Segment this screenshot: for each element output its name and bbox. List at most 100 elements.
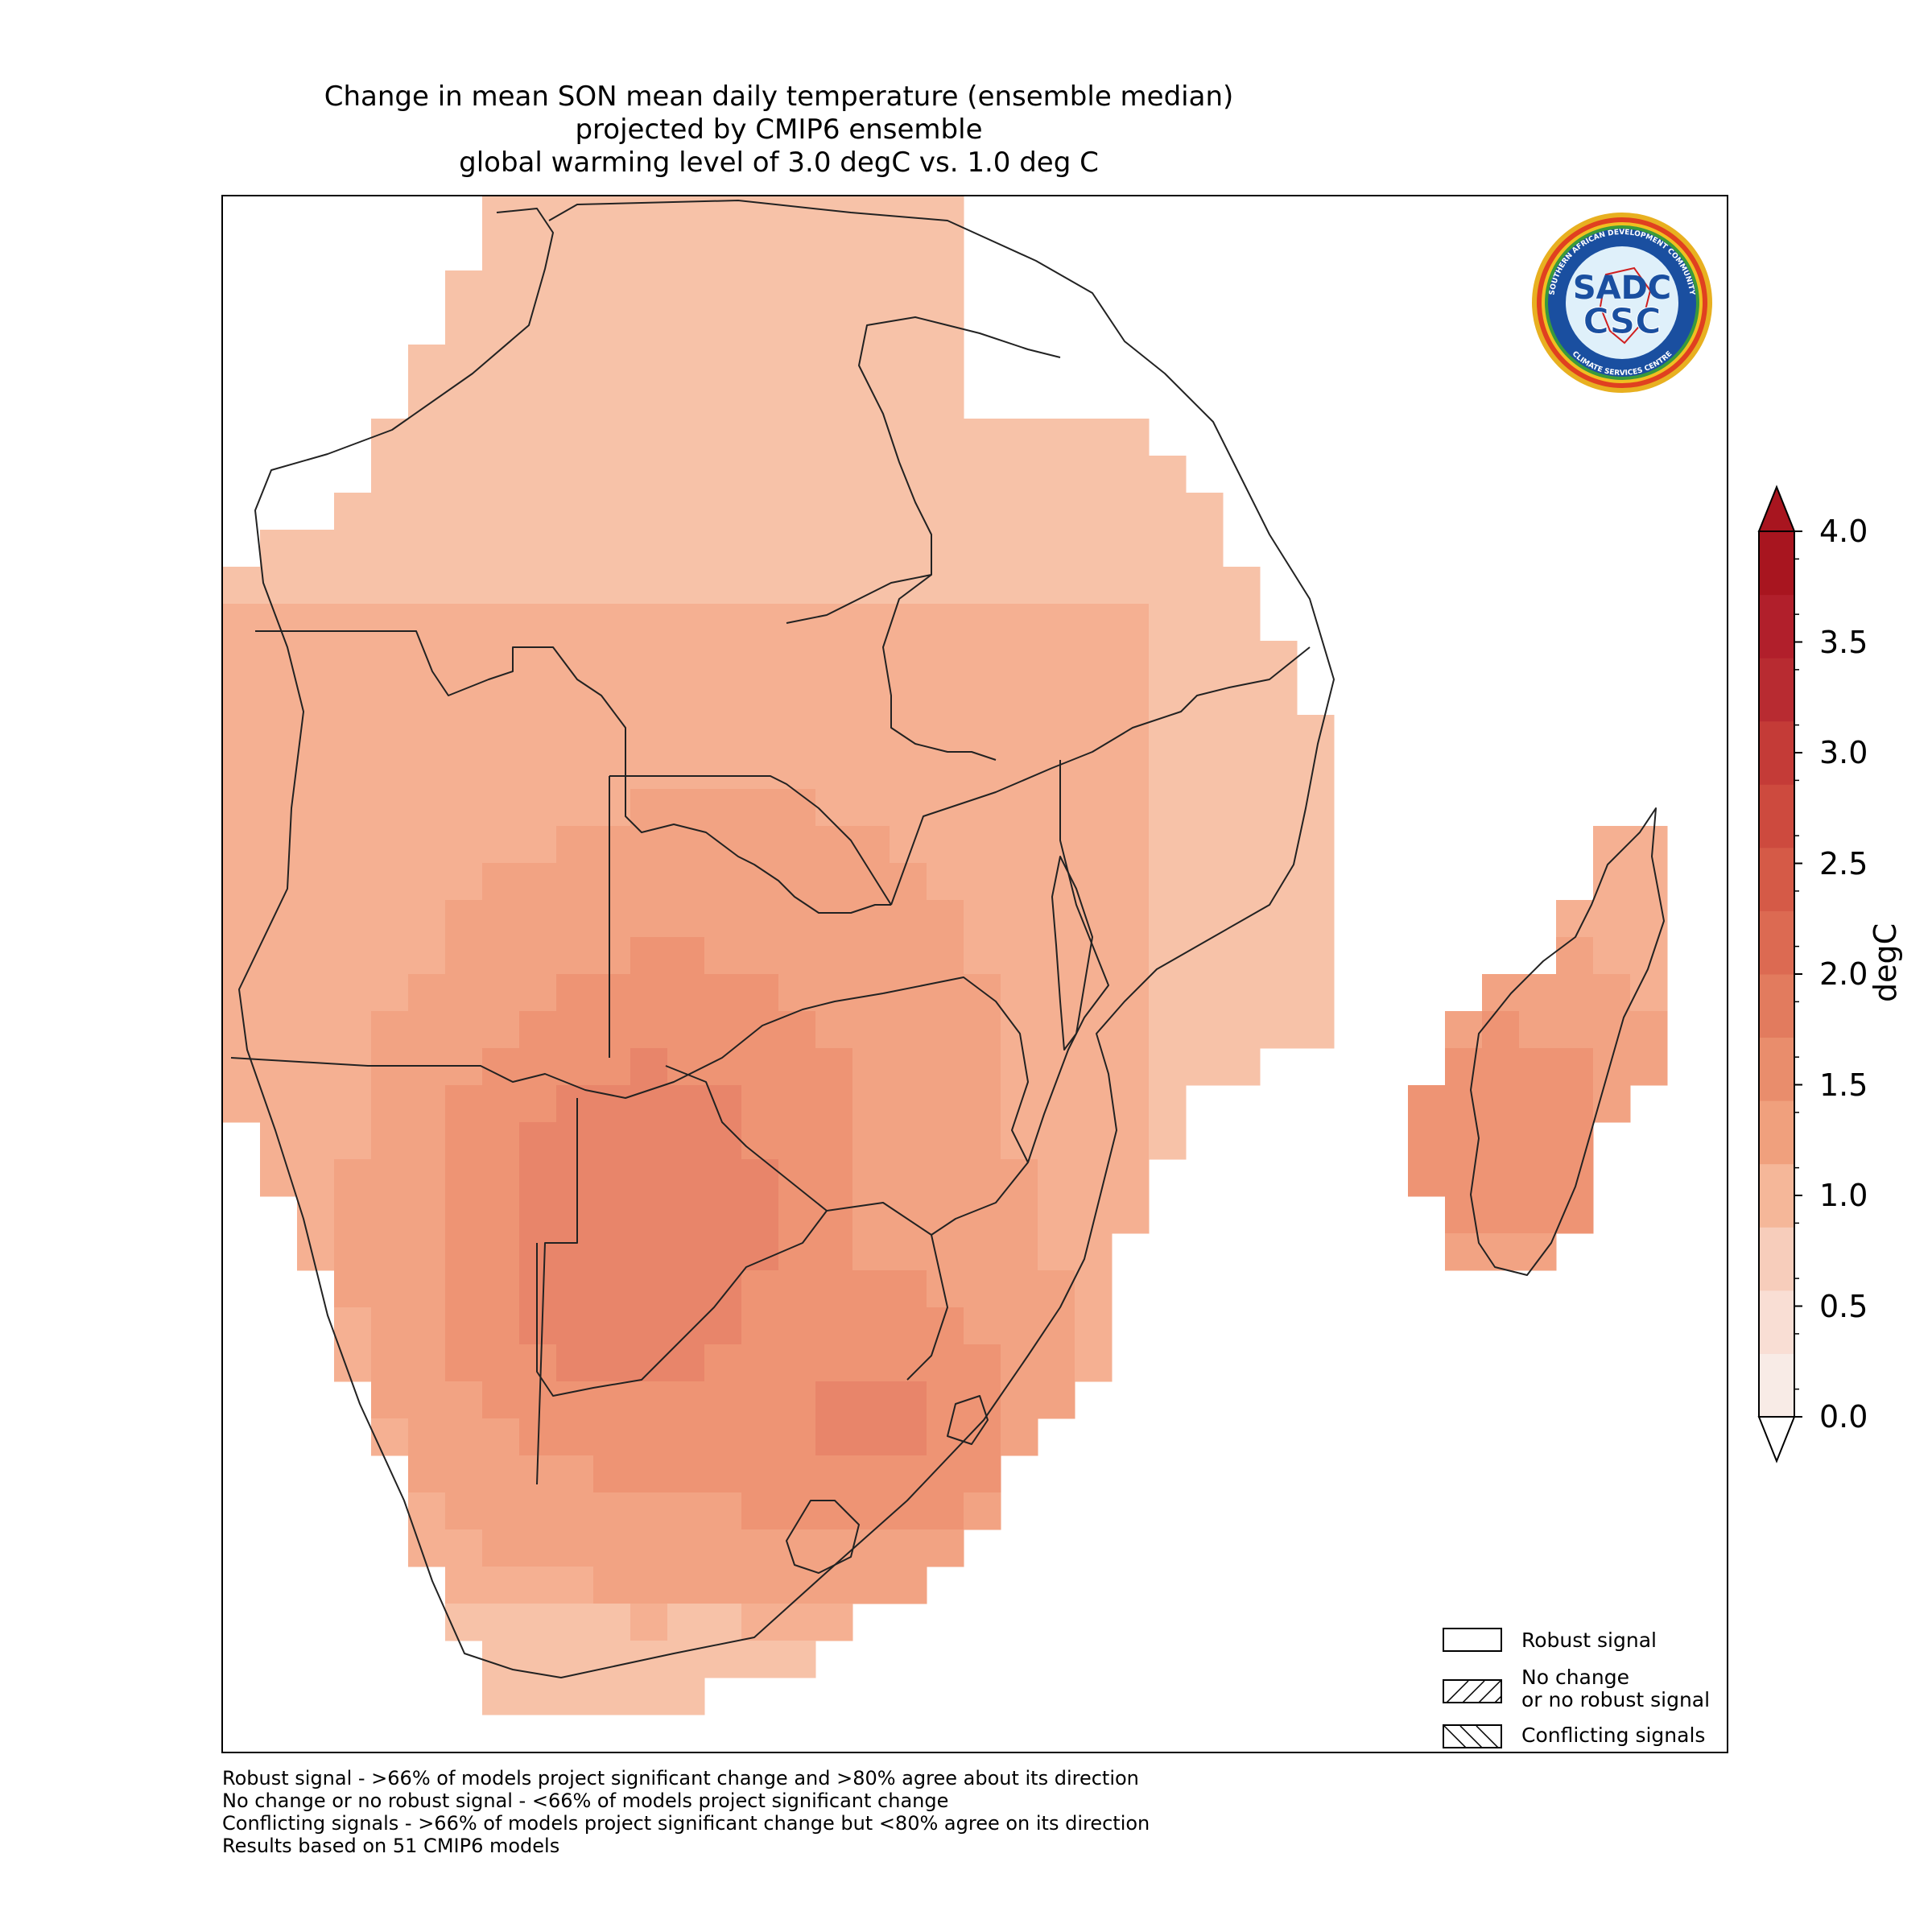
grid-cell <box>482 1678 520 1715</box>
colorbar-segment <box>1759 974 1794 1038</box>
grid-cell <box>1001 789 1038 827</box>
grid-cell <box>260 530 298 568</box>
grid-cell <box>964 456 1001 493</box>
grid-cell <box>778 974 816 1012</box>
grid-cell <box>297 863 335 901</box>
grid-cell <box>964 1381 1001 1419</box>
grid-cell <box>1075 900 1113 938</box>
grid-cell <box>1075 419 1113 456</box>
grid-cell <box>741 530 779 568</box>
grid-cell <box>741 1641 779 1678</box>
grid-cell <box>704 678 742 716</box>
grid-cell <box>593 456 631 493</box>
colorbar-segment <box>1759 1163 1794 1228</box>
grid-cell <box>1186 493 1224 530</box>
grid-cell <box>815 604 853 642</box>
grid-cell <box>1186 1011 1224 1049</box>
grid-cell <box>445 308 483 345</box>
grid-cell <box>964 937 1001 975</box>
grid-cell <box>1556 1011 1594 1049</box>
grid-cell <box>593 604 631 642</box>
grid-cell <box>223 789 261 827</box>
grid-cell <box>667 1492 705 1530</box>
grid-cell <box>704 493 742 530</box>
legend-label-no-change-line2: or no robust signal <box>1521 1688 1711 1711</box>
grid-cell <box>1445 1048 1483 1086</box>
grid-cell <box>556 1492 594 1530</box>
grid-cell <box>1482 1048 1520 1086</box>
grid-cell <box>630 308 668 345</box>
grid-cell <box>704 419 742 456</box>
grid-cell <box>519 1233 557 1271</box>
grid-cell <box>1149 900 1187 938</box>
grid-cell <box>260 1011 298 1049</box>
grid-cell <box>334 900 372 938</box>
grid-cell <box>519 1641 557 1678</box>
grid-cell <box>556 382 594 419</box>
grid-cell <box>408 789 446 827</box>
grid-cell <box>408 419 446 456</box>
eswatini-border <box>947 1395 989 1445</box>
grid-cell <box>1223 1011 1261 1049</box>
grid-cell <box>1112 1085 1150 1123</box>
grid-cell <box>593 493 631 530</box>
grid-cell <box>593 1270 631 1308</box>
grid-cell <box>1112 752 1150 790</box>
grid-cell <box>741 1048 779 1086</box>
grid-cell <box>890 974 927 1012</box>
grid-cell <box>741 1122 779 1160</box>
grid-cell <box>890 1011 927 1049</box>
grid-cell <box>1223 863 1261 901</box>
grid-cell <box>1001 1122 1038 1160</box>
grid-cell <box>667 270 705 308</box>
legend-label-robust: Robust signal <box>1521 1629 1657 1652</box>
grid-cell <box>334 1085 372 1123</box>
grid-cell <box>1001 863 1038 901</box>
grid-cell <box>482 456 520 493</box>
grid-cell <box>1149 641 1187 679</box>
grid-cell <box>704 1307 742 1345</box>
grid-cell <box>852 456 890 493</box>
grid-cell <box>482 1641 520 1678</box>
grid-cell <box>445 900 483 938</box>
grid-cell <box>1112 1048 1150 1086</box>
grid-cell <box>815 456 853 493</box>
grid-cell <box>815 937 853 975</box>
grid-cell <box>890 530 927 568</box>
grid-cell <box>408 678 446 716</box>
grid-cell <box>1038 493 1075 530</box>
grid-cell <box>927 1159 964 1197</box>
grid-cell <box>445 789 483 827</box>
grid-cell <box>1038 826 1075 864</box>
border-line <box>230 993 884 1099</box>
grid-cell <box>1445 1011 1483 1049</box>
grid-cell <box>704 1604 742 1641</box>
grid-cell <box>890 567 927 605</box>
colorbar-tick-label: 0.0 <box>1819 1399 1868 1435</box>
grid-cell <box>593 308 631 345</box>
grid-cell <box>556 974 594 1012</box>
grid-cell <box>704 567 742 605</box>
grid-cell <box>1001 641 1038 679</box>
grid-cell <box>593 974 631 1012</box>
grid-cell <box>519 1270 557 1308</box>
grid-cell <box>371 974 409 1012</box>
grid-cell <box>1482 1122 1520 1160</box>
grid-cell <box>297 715 335 753</box>
grid-cell <box>519 752 557 790</box>
grid-cell <box>778 604 816 642</box>
grid-cell <box>260 974 298 1012</box>
grid-cell <box>741 1085 779 1123</box>
grid-cell <box>297 1011 335 1049</box>
grid-cell <box>778 678 816 716</box>
grid-cell <box>630 270 668 308</box>
grid-cell <box>667 345 705 382</box>
grid-cell <box>297 826 335 864</box>
grid-cell <box>519 1048 557 1086</box>
grid-cell <box>260 715 298 753</box>
grid-cell <box>1075 456 1113 493</box>
grid-cell <box>890 1344 927 1382</box>
grid-cell <box>1112 419 1150 456</box>
grid-cell <box>964 1344 1001 1382</box>
grid-cell <box>852 530 890 568</box>
